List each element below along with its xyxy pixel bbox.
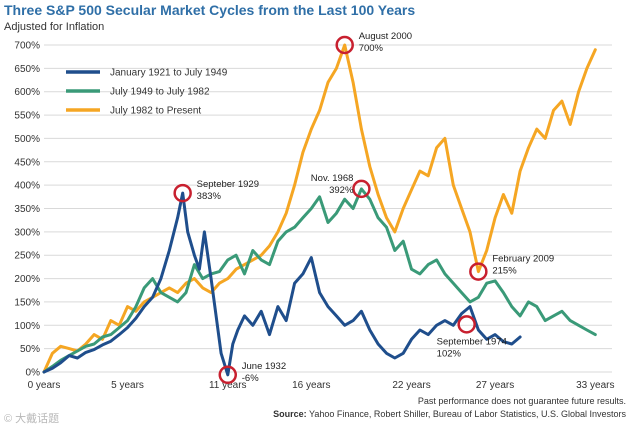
- annotation-marker: [173, 183, 192, 203]
- y-tick-label: 550%: [14, 111, 40, 122]
- series-line-1: [42, 191, 522, 377]
- annotation-value: 383%: [197, 191, 222, 202]
- y-tick-label: 500%: [14, 134, 40, 145]
- annotation-value: 102%: [437, 348, 462, 359]
- annotation-value: 700%: [359, 43, 384, 54]
- chart-title: Three S&P 500 Secular Market Cycles from…: [4, 2, 416, 18]
- x-tick-label: 27 years: [476, 380, 514, 391]
- annotation-marker: [352, 179, 371, 199]
- y-tick-label: 600%: [14, 87, 40, 98]
- y-tick-label: 0%: [26, 368, 41, 379]
- disclaimer-note: Past performance does not guarantee futu…: [417, 396, 626, 406]
- annotation-marker: [335, 35, 354, 55]
- series-line-3: [42, 43, 597, 374]
- annotation-label: August 2000: [359, 31, 412, 42]
- y-tick-label: 450%: [14, 157, 40, 168]
- source-label: Source:: [273, 409, 307, 419]
- y-tick-label: 300%: [14, 227, 40, 238]
- x-tick-label: 22 years: [392, 380, 430, 391]
- annotation-label: Nov. 1968: [311, 173, 354, 184]
- legend-label: July 1982 to Present: [110, 106, 201, 117]
- annotation-label: Septeber 1929: [197, 179, 259, 190]
- source-text: Yahoo Finance, Robert Shiller, Bureau of…: [309, 409, 626, 419]
- annotation-label: June 1932: [242, 361, 286, 372]
- legend-label: January 1921 to July 1949: [110, 68, 228, 79]
- x-tick-label: 16 years: [292, 380, 330, 391]
- y-tick-label: 250%: [14, 251, 40, 262]
- annotation-label: February 2009: [492, 254, 554, 265]
- annotation-value: 215%: [492, 266, 517, 277]
- annotation-marker: [218, 365, 238, 385]
- x-tick-label: 11 years: [209, 380, 247, 391]
- legend-label: July 1949 to July 1982: [110, 87, 210, 98]
- series-line-2: [42, 187, 597, 374]
- y-tick-label: 400%: [14, 181, 40, 192]
- y-tick-label: 650%: [14, 64, 40, 75]
- chart-subtitle: Adjusted for Inflation: [4, 21, 105, 33]
- annotation-label: September 1974: [437, 336, 507, 347]
- y-tick-label: 100%: [14, 321, 40, 332]
- y-tick-label: 50%: [20, 344, 40, 355]
- watermark: © 大戴话题: [4, 413, 60, 425]
- annotation-marker: [469, 262, 488, 281]
- x-tick-label: 0 years: [28, 380, 61, 391]
- source-line: Source: Yahoo Finance, Robert Shiller, B…: [273, 409, 626, 419]
- y-tick-label: 200%: [14, 274, 40, 285]
- x-tick-label: 5 years: [111, 380, 144, 391]
- y-tick-label: 350%: [14, 204, 40, 215]
- annotation-value: 392%: [329, 185, 354, 196]
- y-tick-label: 700%: [14, 41, 40, 52]
- y-tick-label: 150%: [14, 297, 40, 308]
- annotation-marker: [457, 315, 476, 334]
- x-tick-label: 33 years: [576, 380, 614, 391]
- annotation-value: -6%: [242, 373, 259, 384]
